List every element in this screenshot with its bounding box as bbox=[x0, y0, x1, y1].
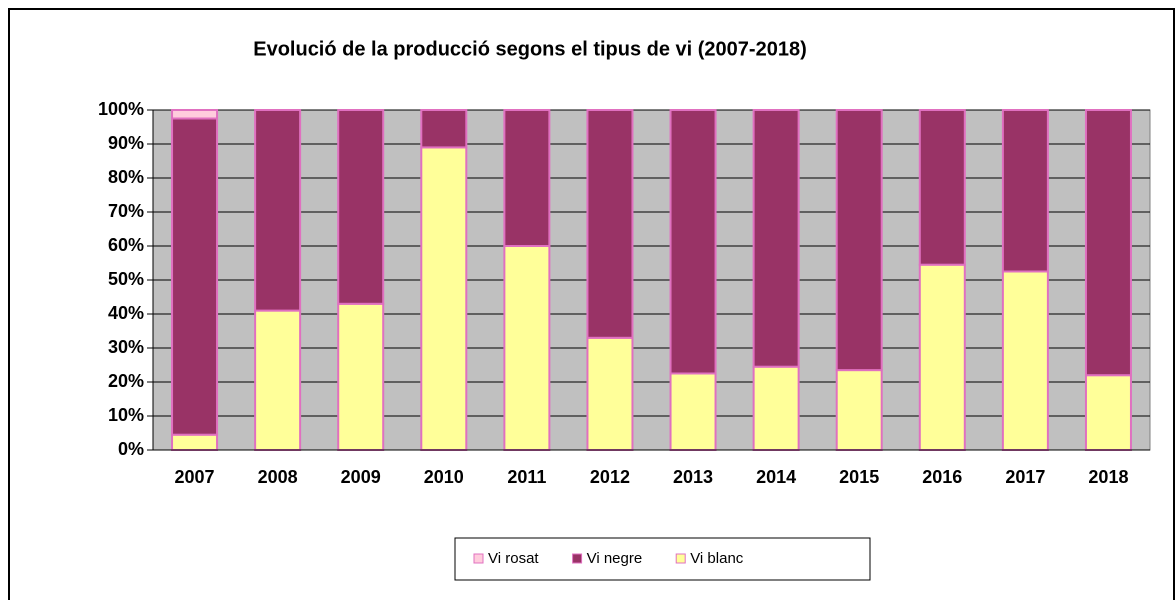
bar-segment bbox=[503, 109, 551, 247]
y-tick-label: 90% bbox=[108, 133, 144, 153]
bar-segment bbox=[669, 372, 717, 451]
bar-segment bbox=[420, 146, 468, 451]
y-tick-label: 70% bbox=[108, 201, 144, 221]
bar-segment bbox=[171, 109, 219, 120]
x-tick-label: 2012 bbox=[590, 467, 630, 487]
legend-swatch bbox=[473, 553, 484, 564]
bar-segment bbox=[337, 302, 385, 451]
bar-segment bbox=[171, 117, 219, 436]
bar-segment bbox=[254, 309, 302, 451]
legend-box bbox=[454, 537, 871, 581]
x-tick-label: 2016 bbox=[922, 467, 962, 487]
x-tick-label: 2008 bbox=[258, 467, 298, 487]
x-tick-label: 2013 bbox=[673, 467, 713, 487]
bar-segment bbox=[918, 263, 966, 452]
bar-segment bbox=[669, 109, 717, 375]
x-tick-label: 2018 bbox=[1088, 467, 1128, 487]
y-tick-label: 10% bbox=[108, 405, 144, 425]
y-tick-label: 0% bbox=[118, 439, 144, 459]
y-tick-label: 40% bbox=[108, 303, 144, 323]
x-tick-label: 2011 bbox=[507, 467, 546, 487]
y-tick-label: 20% bbox=[108, 371, 144, 391]
legend-swatch bbox=[572, 553, 583, 564]
bar-segment bbox=[254, 109, 302, 312]
y-tick-label: 60% bbox=[108, 235, 144, 255]
bar-segment bbox=[503, 245, 551, 451]
legend-swatch bbox=[675, 553, 686, 564]
legend-label: Vi negre bbox=[587, 550, 643, 567]
bar-segment bbox=[420, 109, 468, 149]
x-tick-label: 2014 bbox=[756, 467, 796, 487]
x-tick-label: 2015 bbox=[839, 467, 879, 487]
chart-title: Evolució de la producció segons el tipus… bbox=[253, 38, 807, 60]
bar-segment bbox=[337, 109, 385, 305]
bar-segment bbox=[918, 109, 966, 266]
bar-segment bbox=[586, 336, 634, 451]
bar-segment bbox=[1084, 374, 1132, 452]
x-tick-label: 2017 bbox=[1005, 467, 1045, 487]
y-tick-label: 80% bbox=[108, 167, 144, 187]
legend-label: Vi rosat bbox=[488, 550, 539, 567]
bar-segment bbox=[1001, 270, 1049, 451]
legend-label: Vi blanc bbox=[690, 550, 744, 567]
bar-segment bbox=[835, 109, 883, 372]
y-tick-label: 50% bbox=[108, 269, 144, 289]
bar-segment bbox=[752, 365, 800, 452]
bar-segment bbox=[171, 433, 219, 452]
bar-segment bbox=[1001, 109, 1049, 273]
bar-segment bbox=[586, 109, 634, 339]
bar-segment bbox=[835, 369, 883, 452]
bar-segment bbox=[1084, 109, 1132, 377]
y-tick-label: 30% bbox=[108, 337, 144, 357]
y-tick-label: 100% bbox=[98, 99, 144, 119]
bar-segment bbox=[752, 109, 800, 368]
x-tick-label: 2010 bbox=[424, 467, 464, 487]
x-tick-label: 2007 bbox=[175, 467, 215, 487]
x-tick-label: 2009 bbox=[341, 467, 381, 487]
